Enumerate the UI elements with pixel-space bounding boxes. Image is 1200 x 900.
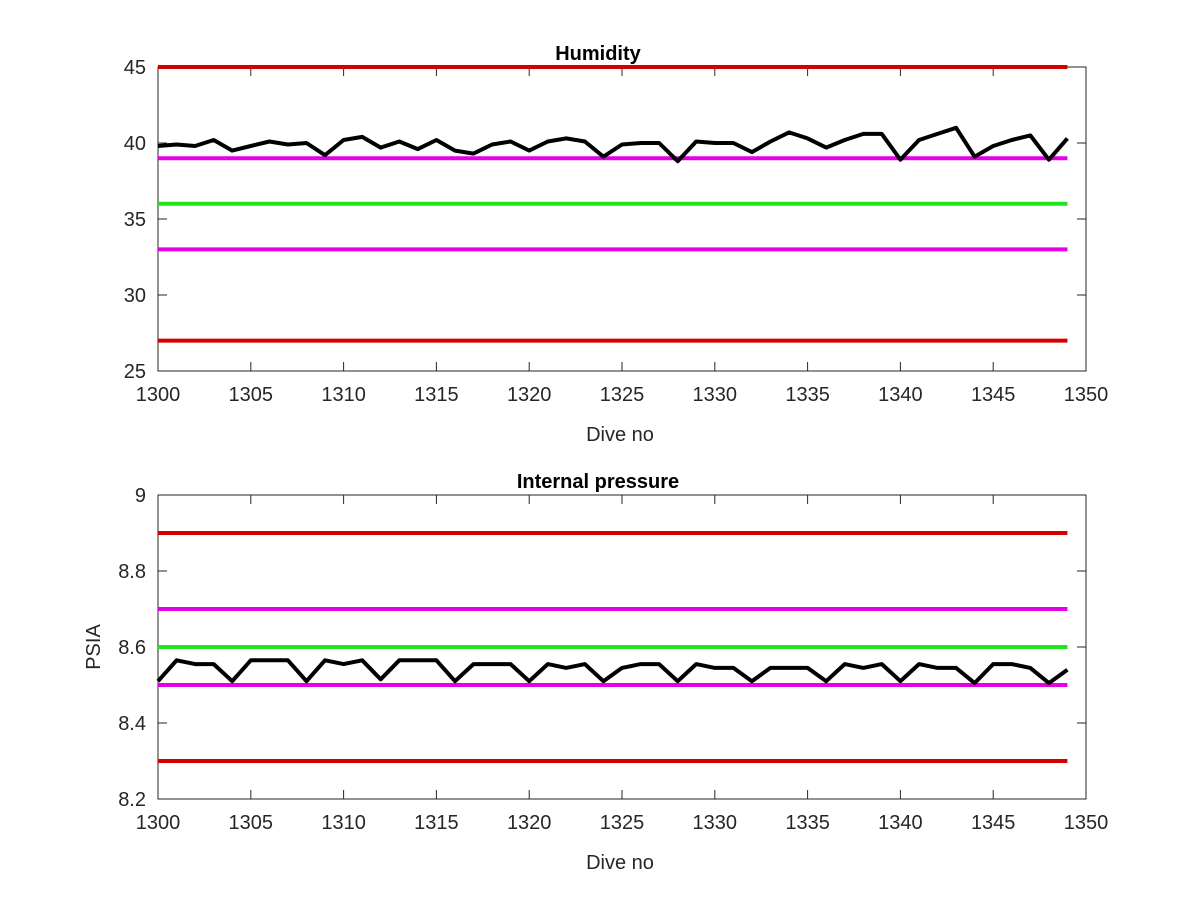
y-tick-label: 25 (124, 361, 146, 383)
x-axis-label: Dive no (586, 852, 654, 874)
y-tick-label: 8.6 (118, 637, 146, 659)
x-tick-label: 1305 (229, 812, 274, 834)
x-tick-label: 1330 (693, 384, 738, 406)
chart-title: Internal pressure (517, 471, 679, 493)
x-tick-label: 1330 (693, 812, 738, 834)
x-tick-label: 1315 (414, 384, 459, 406)
x-tick-label: 1325 (600, 384, 645, 406)
x-tick-label: 1310 (321, 812, 366, 834)
x-tick-label: 1340 (878, 384, 923, 406)
y-tick-label: 30 (124, 285, 146, 307)
y-tick-label: 9 (135, 485, 146, 507)
data-series-line (156, 658, 1069, 686)
x-tick-label: 1305 (229, 384, 274, 406)
x-tick-label: 1300 (136, 384, 181, 406)
y-axis-label: PSIA (83, 624, 105, 670)
data-series-line (157, 125, 1069, 164)
x-tick-label: 1350 (1064, 384, 1109, 406)
y-tick-label: 8.8 (118, 561, 146, 583)
internal-pressure-chart: 1300 1305 1310 1315 1320 1325 1330 1335 1340 1345… (83, 471, 1108, 874)
x-tick-label: 1300 (136, 812, 181, 834)
y-tick-label: 40 (124, 133, 146, 155)
x-tick-label: 1310 (321, 384, 366, 406)
x-tick-label: 1350 (1064, 812, 1109, 834)
x-tick-label: 1340 (878, 812, 923, 834)
x-tick-label: 1325 (600, 812, 645, 834)
x-axis-label: Dive no (586, 424, 654, 446)
x-tick-label: 1320 (507, 812, 552, 834)
y-tick-label: 45 (124, 57, 146, 79)
y-tick-label: 8.2 (118, 789, 146, 811)
x-tick-label: 1345 (971, 384, 1016, 406)
humidity-chart: 1300 1305 1310 1315 1320 1325 1330 1335 1340 1345… (124, 43, 1109, 446)
x-tick-label: 1315 (414, 812, 459, 834)
x-tick-label: 1345 (971, 812, 1016, 834)
x-tick-label: 1335 (785, 384, 830, 406)
y-tick-label: 35 (124, 209, 146, 231)
plot-area-frame (157, 66, 1087, 372)
y-tick-label: 8.4 (118, 713, 146, 735)
chart-title: Humidity (555, 43, 641, 65)
x-tick-label: 1335 (785, 812, 830, 834)
x-tick-label: 1320 (507, 384, 552, 406)
